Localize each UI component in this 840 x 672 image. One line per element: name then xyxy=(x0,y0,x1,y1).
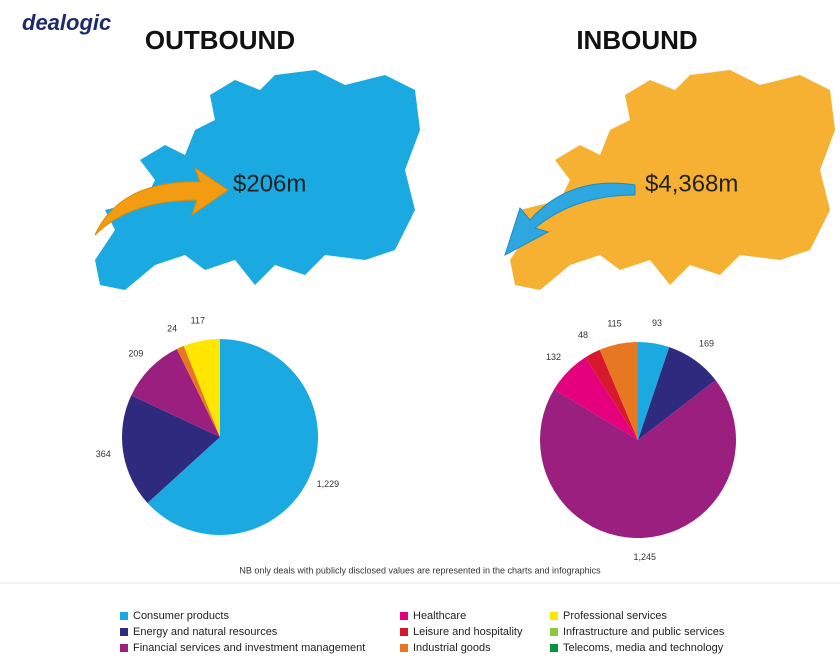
pie-slice xyxy=(638,347,716,440)
pie-slice xyxy=(599,342,638,440)
legend-swatch xyxy=(400,628,408,636)
legend-swatch xyxy=(120,644,128,652)
legend-label: Healthcare xyxy=(413,610,466,622)
value-label: 115 xyxy=(607,319,621,329)
chart-title: OUTBOUND xyxy=(145,25,295,55)
legend-swatch xyxy=(120,628,128,636)
legend-swatch xyxy=(120,612,128,620)
legend-label: Energy and natural resources xyxy=(133,626,278,638)
legend-swatch xyxy=(400,612,408,620)
value-label: 117 xyxy=(191,315,205,325)
pie-slice xyxy=(585,349,638,440)
arrow-inbound xyxy=(504,182,636,257)
legend-label: Financial services and investment manage… xyxy=(133,642,365,654)
value-label: 169 xyxy=(699,338,714,348)
legend-swatch xyxy=(550,644,558,652)
pie-slice xyxy=(554,357,638,440)
map-annotation: $4,368m xyxy=(645,170,738,197)
legend-label: Telecoms, media and technology xyxy=(563,642,724,654)
pie-slice xyxy=(638,342,670,440)
legend-swatch xyxy=(400,644,408,652)
pie-slice xyxy=(183,339,220,437)
value-label: 48 xyxy=(578,330,588,340)
pie-slice xyxy=(121,395,220,503)
chart-title: INBOUND xyxy=(576,25,697,55)
legend-label: Leisure and hospitality xyxy=(413,626,523,638)
value-label: 209 xyxy=(128,349,143,359)
pie-slice xyxy=(131,349,220,437)
pie-slice xyxy=(147,339,319,535)
map-annotation: $206m xyxy=(233,170,306,197)
logo: dealogic xyxy=(22,10,111,35)
value-label: 93 xyxy=(652,318,662,328)
legend-label: Consumer products xyxy=(133,610,229,622)
pie-slice xyxy=(176,345,220,437)
legend-label: Professional services xyxy=(563,610,667,622)
legend-label: Industrial goods xyxy=(413,642,491,654)
legend-swatch xyxy=(550,628,558,636)
legend-swatch xyxy=(550,612,558,620)
value-label: 1,245 xyxy=(634,552,657,562)
value-label: 364 xyxy=(96,449,111,459)
pie-slice xyxy=(540,380,737,538)
note: NB only deals with publicly disclosed va… xyxy=(239,565,601,575)
legend-label: Infrastructure and public services xyxy=(563,626,725,638)
arrow-outbound xyxy=(94,166,229,236)
value-label: 24 xyxy=(167,323,177,333)
value-label: 132 xyxy=(546,352,561,362)
value-label: 1,229 xyxy=(317,479,340,489)
